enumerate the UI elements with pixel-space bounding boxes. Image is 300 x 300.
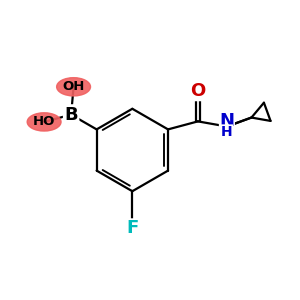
Text: O: O <box>190 82 206 100</box>
Text: H: H <box>221 125 233 139</box>
Ellipse shape <box>27 113 61 131</box>
Ellipse shape <box>57 78 91 96</box>
Text: B: B <box>64 106 78 124</box>
Text: HO: HO <box>33 116 55 128</box>
Text: OH: OH <box>62 80 85 93</box>
Text: F: F <box>126 219 139 237</box>
Text: N: N <box>219 112 234 130</box>
